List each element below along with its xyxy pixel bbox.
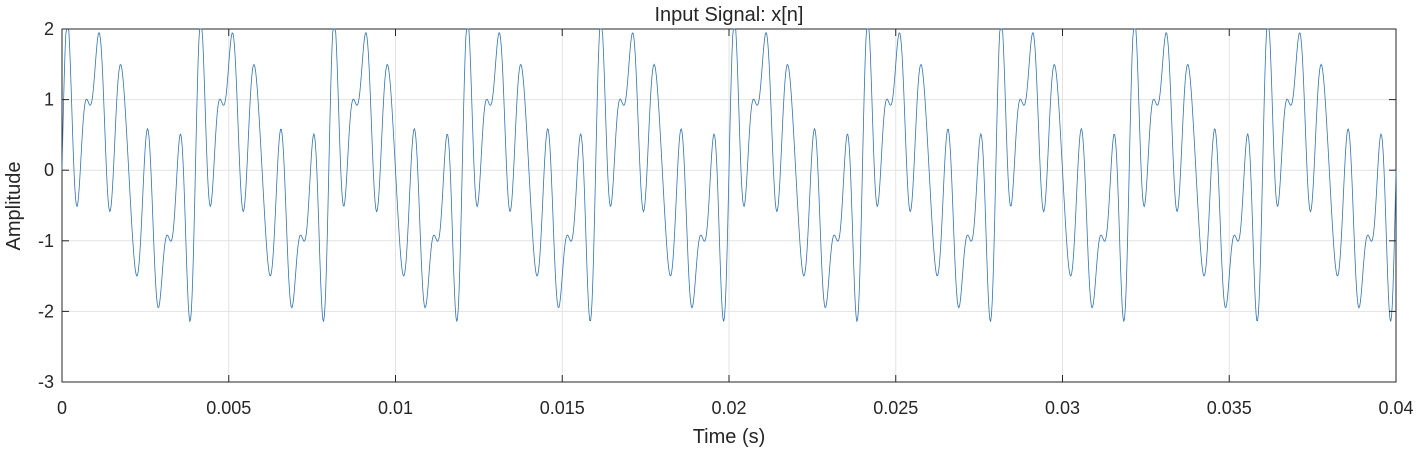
y-tick-label: 2 (44, 19, 54, 39)
x-tick-label: 0.03 (1045, 398, 1080, 418)
x-axis-label: Time (s) (693, 426, 766, 448)
grid-lines (62, 29, 1396, 382)
y-tick-label: -1 (38, 231, 54, 251)
x-tick-label: 0.01 (378, 398, 413, 418)
x-tick-label: 0.02 (711, 398, 746, 418)
x-axis-ticks: 0 0.005 0.01 0.015 0.02 0.025 0.03 0.035 0.04 (57, 29, 1414, 418)
x-tick-label: 0.005 (206, 398, 251, 418)
y-tick-label: 0 (44, 160, 54, 180)
x-tick-label: 0.035 (1207, 398, 1252, 418)
x-tick-label: 0.015 (540, 398, 585, 418)
chart-title: Input Signal: x[n] (655, 4, 804, 26)
y-tick-label: 1 (44, 90, 54, 110)
y-axis-ticks: -3 -2 -1 0 1 2 (38, 19, 1396, 392)
y-tick-label: -2 (38, 301, 54, 321)
x-tick-label: 0.025 (873, 398, 918, 418)
y-tick-label: -3 (38, 372, 54, 392)
y-axis-label: Amplitude (3, 162, 25, 251)
x-tick-label: 0 (57, 398, 67, 418)
signal-line (61, 28, 1397, 323)
x-tick-label: 0.04 (1378, 398, 1413, 418)
